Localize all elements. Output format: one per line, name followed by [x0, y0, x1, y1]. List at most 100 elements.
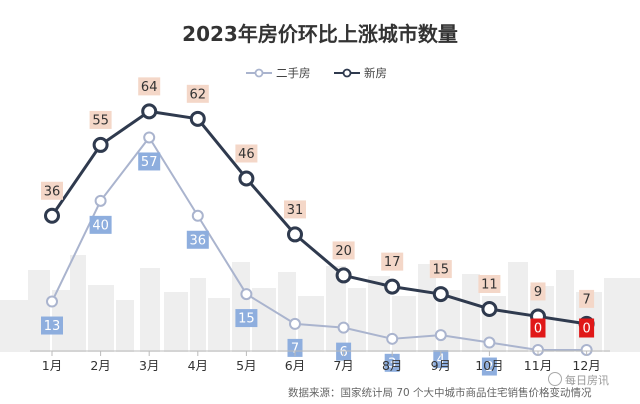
skyline-building [190, 278, 206, 352]
x-tick-label: 6月 [285, 358, 305, 373]
skyline-building [368, 276, 390, 352]
skyline-building [556, 270, 574, 352]
data-label-box [186, 230, 209, 249]
data-point-second-hand [143, 131, 156, 144]
data-point-second-hand [434, 329, 447, 342]
x-tick-label: 1月 [42, 358, 62, 373]
data-point-second-hand [337, 321, 350, 334]
data-point-new [287, 226, 303, 243]
data-label-box [235, 309, 258, 328]
watermark: 每日房讯 [548, 372, 609, 388]
data-label-box [429, 260, 452, 279]
data-label-box [478, 274, 501, 293]
data-label: 17 [384, 255, 401, 270]
skyline-building [348, 288, 366, 352]
x-tick-label: 8月 [382, 358, 402, 373]
data-label: 7 [291, 341, 299, 356]
chart-title: 2023年房价环比上涨城市数量 [182, 22, 458, 46]
data-label: 13 [44, 319, 61, 334]
data-point-second-hand [386, 332, 399, 345]
series-lines [50, 109, 587, 351]
data-label: 3 [388, 356, 396, 371]
data-label: 31 [287, 203, 304, 218]
data-point-new [141, 103, 158, 120]
data-label-box [381, 252, 404, 271]
data-label: 15 [238, 312, 255, 327]
x-tick-label: 5月 [236, 358, 256, 373]
data-point-new [384, 278, 401, 295]
skyline-building [604, 278, 640, 352]
data-point-new [189, 110, 206, 127]
skyline-building [278, 272, 296, 352]
data-point-second-hand [483, 336, 496, 349]
data-label: 2 [485, 360, 493, 375]
x-tick-label: 10月 [475, 358, 503, 373]
series-line-second-hand [51, 136, 587, 351]
data-label: 0 [534, 322, 542, 337]
data-point-second-hand [46, 295, 58, 308]
x-tick-label: 4月 [188, 358, 208, 373]
data-label: 11 [481, 277, 498, 292]
data-point-second-hand [240, 288, 253, 301]
legend: 二手房 新房 [246, 66, 387, 80]
data-label-box [89, 110, 112, 129]
data-point-new [92, 136, 109, 153]
skyline-building [418, 264, 436, 352]
skyline-building [232, 262, 250, 352]
x-tick-label: 3月 [139, 358, 159, 373]
x-tick-label: 2月 [90, 358, 110, 373]
data-label-box [89, 215, 112, 234]
data-label-box [284, 200, 306, 219]
data-label-box [138, 152, 161, 171]
skyline-building [70, 255, 86, 352]
data-label-box [481, 357, 497, 376]
skyline-building [208, 298, 230, 352]
data-label-box [384, 353, 400, 372]
skyline-building [462, 274, 480, 352]
data-label-box [332, 241, 355, 260]
data-label-box [433, 350, 449, 369]
data-label: 0 [582, 322, 590, 337]
skyline-building [164, 292, 188, 352]
data-label-box [41, 181, 63, 200]
data-label-box [235, 144, 258, 163]
data-point-second-hand [191, 209, 204, 222]
data-point-new [335, 267, 352, 284]
skyline-building [88, 285, 114, 352]
data-label: 15 [433, 263, 450, 278]
data-point-new [481, 300, 498, 317]
data-label: 62 [190, 87, 207, 102]
x-tick-label: 11月 [524, 358, 552, 373]
legend-marker [254, 68, 264, 78]
watermark-text: 每日房讯 [565, 374, 609, 387]
data-point-second-hand [289, 317, 301, 330]
data-label-box [41, 316, 63, 335]
x-axis: 1月 2月 3月 4月 5月 6月 7月 8月 9月 10月 11月 12月 [30, 350, 610, 373]
skyline-building [0, 300, 30, 352]
watermark-icon [548, 372, 562, 386]
data-point-new [238, 170, 255, 187]
data-label: 55 [92, 113, 109, 128]
data-label: 20 [335, 244, 352, 259]
data-label-box [186, 84, 209, 103]
data-label-box [579, 318, 595, 338]
data-point-new [44, 207, 60, 224]
x-tick-label: 12月 [572, 358, 600, 373]
skyline-building [140, 268, 160, 352]
data-label: 9 [534, 285, 542, 300]
legend-label: 二手房 [276, 66, 311, 80]
data-label: 40 [92, 218, 109, 233]
data-label: 57 [141, 155, 158, 170]
data-label: 64 [141, 80, 158, 95]
data-label: 36 [44, 184, 61, 199]
data-point-new [432, 286, 449, 303]
data-label: 4 [437, 353, 445, 368]
skyline-building [508, 262, 528, 352]
data-label-box [138, 77, 161, 96]
data-label: 36 [190, 233, 207, 248]
data-label-box [530, 318, 546, 338]
data-label: 7 [582, 292, 590, 307]
